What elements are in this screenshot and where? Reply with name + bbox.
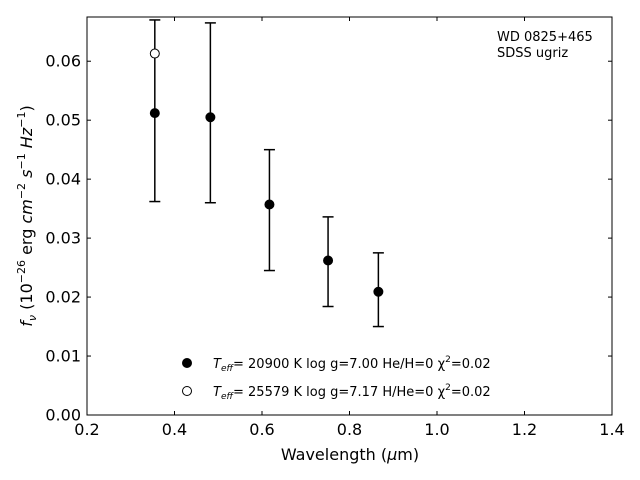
x-tick-label: 0.8 (337, 420, 362, 439)
y-tick-label: 0.03 (45, 229, 81, 248)
x-axis-label: Wavelength (μm) (281, 445, 419, 464)
model-point-filled (149, 108, 160, 119)
x-tick-label: 1.4 (599, 420, 624, 439)
model-point-filled (373, 286, 384, 297)
y-tick-label: 0.02 (45, 288, 81, 307)
annotation-line-2: SDSS ugriz (497, 46, 568, 61)
model-point-open (149, 48, 160, 59)
x-tick-label: 1.0 (424, 420, 449, 439)
model-point-filled (323, 255, 334, 266)
x-tick-label: 0.4 (162, 420, 187, 439)
legend-entry-1: Teff= 20900 K log g=7.00 He/H=0 χ2=0.02 (213, 355, 491, 374)
model-point-filled (205, 112, 216, 123)
legend: Teff= 20900 K log g=7.00 He/H=0 χ2=0.02 … (182, 355, 491, 402)
x-tick-label: 0.2 (74, 420, 99, 439)
model-point-filled (264, 199, 275, 210)
y-tick-label: 0.06 (45, 52, 81, 71)
y-tick-label: 0.05 (45, 111, 81, 130)
legend-entry-2: Teff= 25579 K log g=7.17 H/He=0 χ2=0.02 (213, 383, 491, 402)
svg-text:fν (10−26 erg cm−2 s−1 Hz−1): fν (10−26 erg cm−2 s−1 Hz−1) (15, 105, 39, 326)
x-tick-label: 0.6 (249, 420, 274, 439)
legend-marker-filled (182, 358, 192, 368)
y-tick-label: 0.04 (45, 170, 81, 189)
legend-marker-open (182, 386, 192, 396)
x-tick-label: 1.2 (512, 420, 537, 439)
y-tick-label: 0.00 (45, 406, 81, 425)
y-tick-label: 0.01 (45, 347, 81, 366)
annotation-line-1: WD 0825+465 (497, 30, 593, 45)
plot-frame (86, 16, 613, 416)
y-axis-label: fν (10−26 erg cm−2 s−1 Hz−1) (15, 105, 39, 326)
